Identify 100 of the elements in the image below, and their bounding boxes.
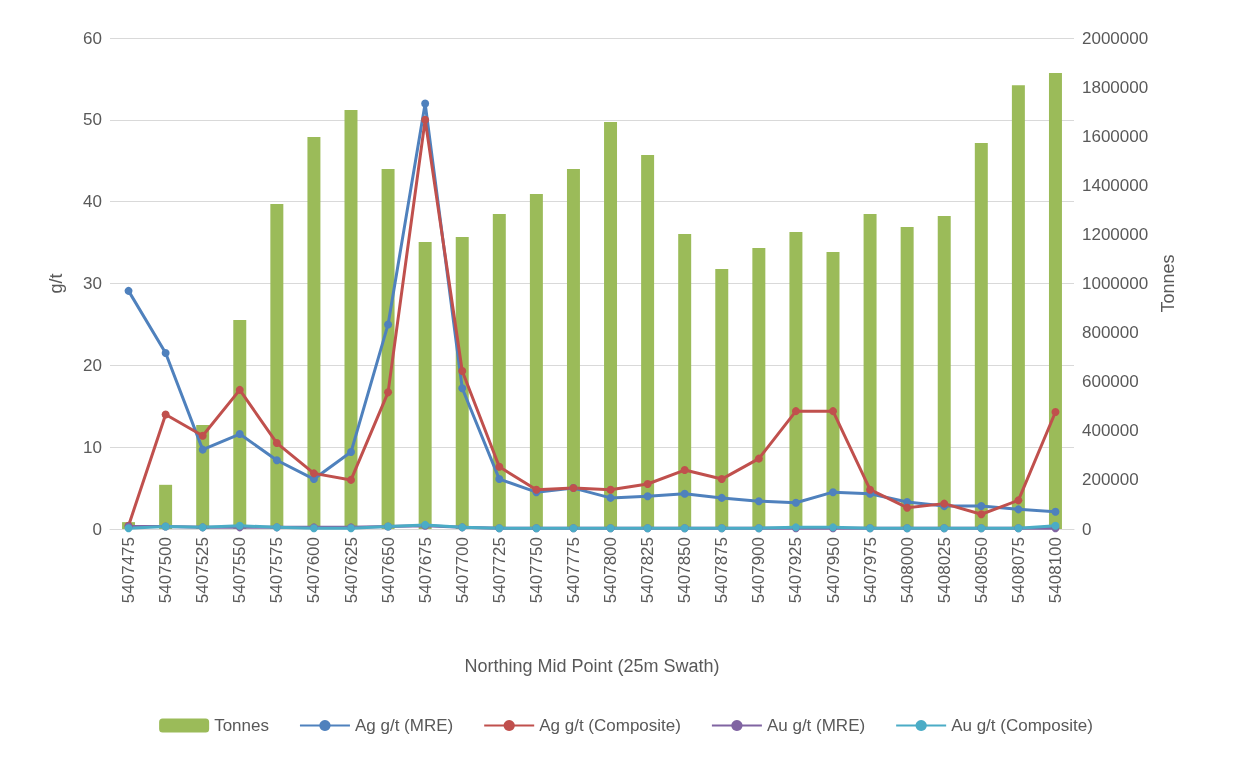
x-tick-label: 5407625 [341,537,361,604]
y-axis-title: g/t [46,273,66,294]
point [606,493,615,502]
x-tick-label: 5407700 [452,537,472,604]
x-tick-label: 5407475 [119,537,139,604]
bar [752,247,766,529]
bar [566,169,580,529]
point [1051,507,1060,516]
y2-tick-label: 200000 [1082,470,1139,490]
y2-tick-label: 1000000 [1082,274,1149,293]
bar [715,269,729,529]
y-tick-label: 30 [83,274,102,293]
x-tick-label: 5407950 [823,537,843,604]
point [347,448,355,457]
x-tick-label: 5407800 [601,537,621,604]
point [754,454,763,463]
point [347,475,355,484]
bar [678,233,692,529]
bar [307,136,321,529]
point [791,498,800,507]
point [866,485,875,494]
y-tick-label: 0 [92,519,102,539]
x-tick-label: 5407725 [489,537,509,604]
y-tick-label: 20 [83,355,102,375]
bar [826,252,840,529]
y-tick-label: 60 [83,28,102,48]
legend-label: Ag g/t (MRE) [354,716,454,735]
y2-tick-label: 1200000 [1082,224,1149,244]
point [903,503,912,512]
x-tick-label: 5408000 [897,537,917,604]
point [495,462,504,471]
point [124,286,133,295]
y2-tick-label: 2000000 [1082,28,1149,48]
x-tick-label: 5407925 [786,537,806,604]
bar [937,215,951,529]
x-tick-label: 5407500 [156,537,176,604]
x-axis-title: Northing Mid Point (25m Swath) [464,656,720,676]
point [1014,505,1023,514]
legend-label: Ag g/t (Composite) [539,716,681,735]
y-tick-label: 10 [83,437,102,457]
bar [974,143,988,529]
bar [492,214,506,529]
point [1014,496,1023,505]
x-tick-label: 5407850 [675,537,695,604]
x-tick-label: 5407775 [563,537,583,604]
point [235,385,244,394]
x-tick-label: 5408100 [1045,537,1065,604]
point [680,466,689,475]
bar [604,121,618,529]
point [272,439,281,448]
x-tick-label: 5407975 [860,537,880,604]
legend-label: Au g/t (Composite) [951,716,1093,735]
y2-tick-label: 800000 [1082,323,1139,343]
bar [863,214,877,529]
point [643,492,652,501]
point [458,367,467,376]
x-tick-label: 5407575 [267,537,287,604]
y2-tick-label: 1600000 [1082,126,1149,146]
bar [344,109,358,529]
y-tick-label: 50 [83,110,102,130]
point [829,488,837,497]
x-tick-label: 5407525 [193,537,213,604]
y2-tick-label: 0 [1082,519,1092,539]
point [606,485,615,494]
point [161,410,170,419]
point [458,384,467,393]
point [717,493,726,502]
y2-tick-label: 1400000 [1082,175,1149,195]
x-tick-label: 5408025 [934,537,954,604]
y2-tick-label: 600000 [1082,372,1139,392]
point [309,469,318,478]
point [421,99,430,108]
point [161,349,170,358]
x-tick-label: 5407825 [638,537,658,604]
legend-label: Tonnes [214,716,269,735]
point [384,388,393,397]
point [235,430,244,439]
point [717,475,726,484]
point [495,475,504,484]
legend-label: Au g/t (MRE) [766,716,866,735]
x-tick-label: 5407650 [378,537,398,604]
point [680,489,689,498]
x-tick-label: 5407875 [712,537,732,604]
point [272,456,281,465]
point [754,497,763,506]
point [198,445,207,454]
bar [529,193,543,529]
bar [270,203,284,529]
point [829,407,837,416]
point [643,479,652,488]
point [1051,407,1060,416]
bar [1011,85,1025,529]
x-tick-label: 5407675 [415,537,435,604]
bar [418,242,432,529]
x-tick-label: 5407550 [230,537,250,604]
x-tick-label: 5407750 [526,537,546,604]
x-tick-label: 5407900 [749,537,769,604]
bar [900,227,914,529]
bar [1048,73,1062,529]
point [791,407,800,416]
